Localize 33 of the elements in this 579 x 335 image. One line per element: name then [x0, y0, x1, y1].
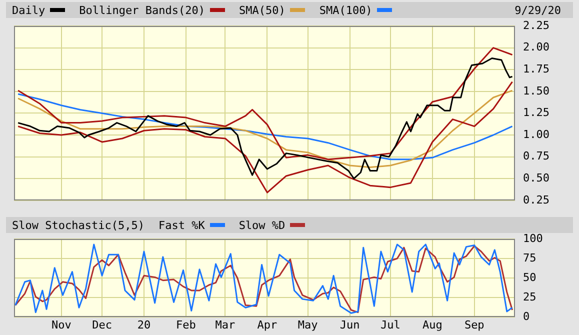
y-tick-label: 50: [523, 270, 536, 284]
x-tick-label: Dec: [92, 318, 112, 332]
y-tick-label: 0.50: [523, 171, 550, 184]
legend-label: SMA(50): [238, 4, 286, 16]
y-tick-label: 1.00: [523, 128, 550, 141]
legend-label: Daily: [12, 4, 46, 16]
y-tick-label: 1.50: [523, 84, 550, 98]
x-tick-label: Aug: [422, 318, 442, 332]
text: 9/29/20: [514, 4, 561, 16]
x-tick-label: Nov: [51, 318, 72, 332]
y-tick-label: 25: [523, 290, 536, 304]
y-tick-label: 1.75: [523, 62, 550, 76]
legend-label: Fast %K: [158, 218, 205, 232]
legend-label: Bollinger Bands(20): [79, 4, 205, 16]
y-tick-label: 2.00: [523, 40, 550, 54]
y-tick-label: 75: [523, 251, 536, 264]
y-tick-label: 0: [523, 310, 530, 323]
x-tick-label: Sep: [464, 318, 484, 332]
chart-title: Slow Stochastic(5,5): [12, 218, 144, 232]
x-tick-label: 20: [137, 318, 151, 332]
legend-label: SMA(100): [319, 4, 372, 16]
legend-label: Slow %D: [238, 218, 286, 232]
y-tick-label: 100: [523, 232, 543, 245]
x-tick-label: Jun: [340, 318, 360, 332]
y-tick-label: 0.25: [523, 193, 550, 206]
x-tick-label: Mar: [215, 318, 236, 332]
x-tick-label: Apr: [257, 318, 278, 332]
x-tick-label: Jul: [380, 318, 400, 332]
x-tick-label: Feb: [176, 318, 196, 332]
x-tick-label: May: [298, 318, 318, 332]
y-tick-label: 1.25: [523, 106, 550, 120]
y-tick-label: 2.25: [523, 18, 550, 32]
y-tick-label: 0.75: [523, 150, 550, 163]
